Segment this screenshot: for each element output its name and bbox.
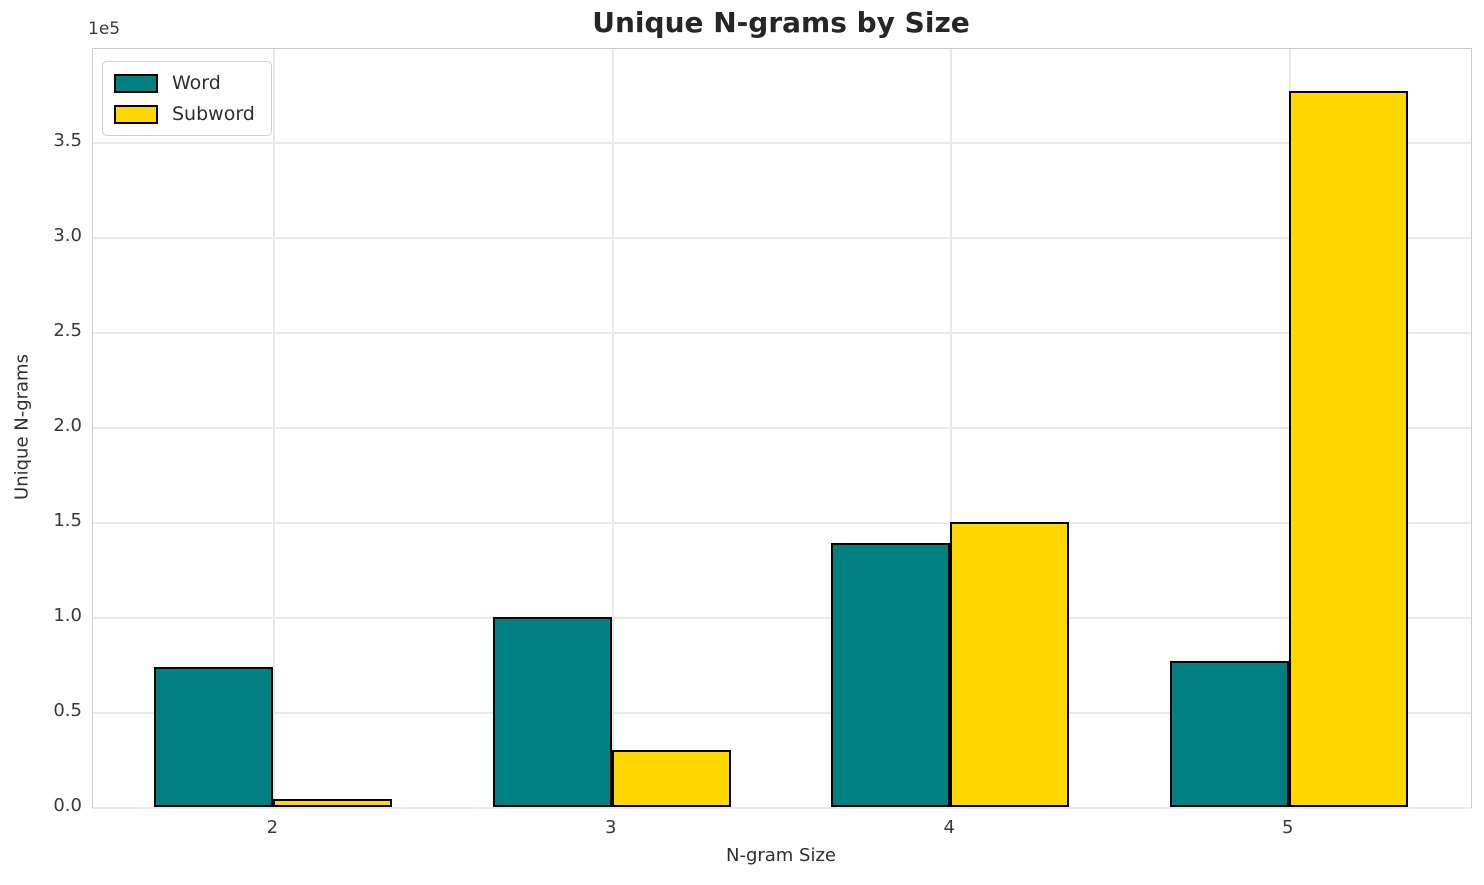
legend-label-word: Word bbox=[172, 72, 221, 94]
h-gridline-0.0 bbox=[93, 807, 1471, 809]
plot-area: Word Subword bbox=[92, 48, 1472, 809]
legend-swatch-subword bbox=[114, 104, 158, 124]
y-tick-label-3.5: 3.5 bbox=[53, 130, 82, 152]
legend: Word Subword bbox=[102, 61, 272, 136]
bar-word-2 bbox=[154, 667, 274, 807]
y-tick-label-0.5: 0.5 bbox=[53, 700, 82, 721]
h-gridline-2.0 bbox=[93, 427, 1471, 430]
y-tick-label-2.5: 2.5 bbox=[53, 320, 82, 342]
h-gridline-3.0 bbox=[93, 237, 1471, 240]
legend-item-subword: Subword bbox=[114, 103, 255, 125]
bar-subword-5 bbox=[1288, 90, 1408, 807]
y-tick-label-2.0: 2.0 bbox=[53, 415, 82, 437]
bar-subword-4 bbox=[950, 522, 1070, 807]
y-tick-label-1.5: 1.5 bbox=[53, 510, 82, 532]
bar-word-4 bbox=[831, 542, 951, 807]
bar-word-3 bbox=[492, 617, 612, 807]
bar-word-5 bbox=[1169, 660, 1289, 807]
h-gridline-3.5 bbox=[93, 142, 1471, 145]
x-tick-label-3: 3 bbox=[605, 817, 617, 838]
chart-title: Unique N-grams by Size bbox=[592, 6, 970, 39]
y-tick-label-0.0: 0.0 bbox=[53, 795, 82, 816]
x-tick-label-5: 5 bbox=[1281, 817, 1294, 838]
x-axis-label: N-gram Size bbox=[725, 845, 837, 866]
h-gridline-1.5 bbox=[93, 522, 1471, 525]
h-gridline-1.0 bbox=[93, 617, 1471, 620]
bar-subword-3 bbox=[611, 750, 731, 807]
v-gridline-3 bbox=[611, 49, 614, 807]
bar-subword-2 bbox=[273, 799, 393, 807]
v-gridline-2 bbox=[273, 49, 276, 807]
v-gridline-4 bbox=[950, 49, 953, 807]
legend-label-subword: Subword bbox=[172, 103, 255, 125]
x-tick-label-2: 2 bbox=[266, 817, 279, 838]
y-tick-label-3.0: 3.0 bbox=[53, 225, 82, 247]
h-gridline-2.5 bbox=[93, 332, 1471, 335]
legend-swatch-word bbox=[114, 73, 158, 93]
x-tick-label-4: 4 bbox=[943, 817, 955, 838]
h-gridline-0.5 bbox=[93, 712, 1471, 714]
y-axis-offset-label: 1e5 bbox=[88, 19, 121, 39]
y-tick-label-1.0: 1.0 bbox=[53, 605, 82, 627]
legend-item-word: Word bbox=[114, 72, 255, 94]
